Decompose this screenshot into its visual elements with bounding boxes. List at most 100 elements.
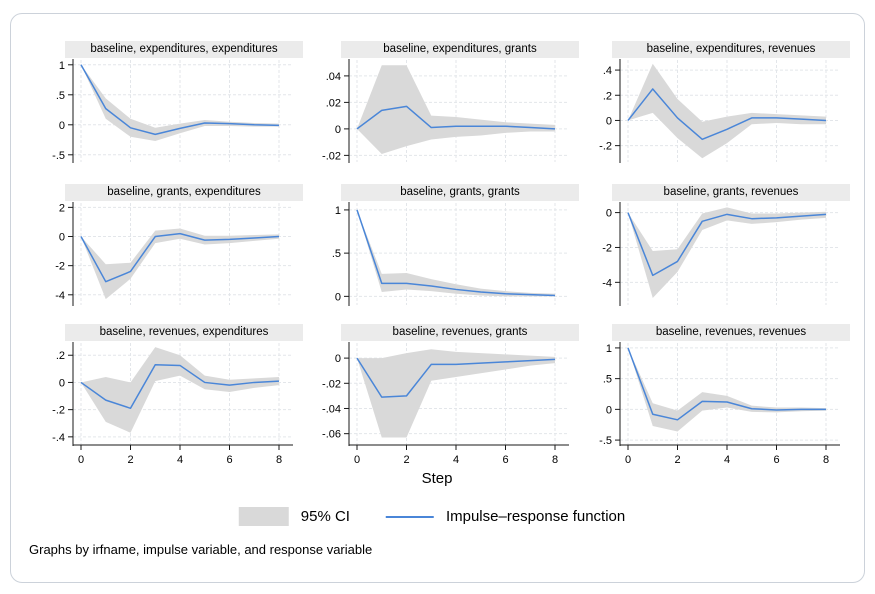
ci-band xyxy=(81,228,279,300)
irf-plot: 1.50 xyxy=(332,202,569,306)
y-tick-label: 0 xyxy=(335,124,341,136)
irf-line xyxy=(356,209,556,297)
y-tick-label: .2 xyxy=(603,90,612,102)
y-axis: 1 .5 0 -.5 xyxy=(599,342,621,447)
ci-legend-swatch xyxy=(238,507,289,526)
y-tick-label: .02 xyxy=(326,97,341,109)
y-axis: 1.50 xyxy=(332,202,350,306)
y-axis: .04 .02 0 -.02 xyxy=(322,59,350,163)
ci-band xyxy=(81,347,279,433)
y-tick-label: -.5 xyxy=(52,150,65,162)
y-axis: 0 -.02 -.04 -.06 xyxy=(322,342,350,446)
irf-line xyxy=(80,64,280,136)
x-axis: 0 2 4 6 8 xyxy=(349,444,569,466)
x-tick-label: 2 xyxy=(674,454,680,466)
panel-title: baseline, expenditures, expenditures xyxy=(65,41,303,58)
y-tick-label: 2 xyxy=(59,202,65,214)
y-tick-label: -.5 xyxy=(599,435,612,447)
x-tick-label: 4 xyxy=(724,454,730,466)
y-tick-label: .04 xyxy=(326,71,341,83)
y-tick-label: -.02 xyxy=(322,150,341,162)
y-axis: 2 0 -2 -4 xyxy=(55,202,74,306)
panel-title: baseline, revenues, expenditures xyxy=(65,324,303,341)
graph-frame: baseline, expenditures, expenditures 1.5… xyxy=(10,13,865,583)
y-tick-label: 0 xyxy=(59,377,65,389)
irf-plot: .04 .02 0 -.02 xyxy=(322,59,569,163)
x-tick-label: 4 xyxy=(177,454,183,466)
gridlines xyxy=(620,343,840,445)
y-tick-label: 0 xyxy=(335,353,341,365)
panel-baseline-expenditures-grants: baseline, expenditures, grants .04 .02 0 -.… xyxy=(307,41,579,164)
y-axis: 0 -2 -4 xyxy=(602,202,621,306)
ci-legend-label: 95% CI xyxy=(300,508,350,525)
irf-plot: 0 -.02 -.04 -.06 0 2 4 6 8 xyxy=(322,342,569,466)
irf-plot: .2 0 -.2 -.4 0 2 4 6 8 xyxy=(52,342,293,466)
irf-plot: 0 -2 -4 xyxy=(602,202,840,306)
x-tick-label: 6 xyxy=(226,454,232,466)
x-tick-label: 0 xyxy=(354,454,360,466)
y-tick-label: .2 xyxy=(56,350,65,362)
panel-baseline-grants-expenditures: baseline, grants, expenditures 2 0 -2 -4 xyxy=(31,184,303,307)
panel-baseline-expenditures-revenues: baseline, expenditures, revenues .4 .2 0 -.… xyxy=(578,41,850,164)
y-tick-label: 1 xyxy=(59,60,65,72)
x-tick-label: 0 xyxy=(78,454,84,466)
y-tick-label: -.2 xyxy=(599,141,612,153)
ci-band xyxy=(628,63,826,159)
y-axis: .2 0 -.2 -.4 xyxy=(52,342,74,446)
irf-plot: 1 .5 0 -.5 0 2 4 6 8 xyxy=(599,342,840,466)
y-tick-label: .5 xyxy=(56,90,65,102)
y-tick-label: 1 xyxy=(335,205,341,217)
panel-title: baseline, revenues, grants xyxy=(341,324,579,341)
x-tick-label: 4 xyxy=(453,454,459,466)
irf-line xyxy=(627,347,826,421)
y-tick-label: .5 xyxy=(332,248,341,260)
panel-baseline-revenues-grants: baseline, revenues, grants 0 -.02 -.04 -.06… xyxy=(307,324,579,473)
irf-line xyxy=(80,232,280,283)
y-tick-label: .4 xyxy=(603,65,612,77)
y-tick-label: -.2 xyxy=(52,405,65,417)
panel-title: baseline, grants, expenditures xyxy=(65,184,303,201)
y-axis: 1 .5 0 -.5 xyxy=(52,59,74,163)
x-tick-label: 2 xyxy=(127,454,133,466)
y-tick-label: 0 xyxy=(335,291,341,303)
x-tick-label: 8 xyxy=(823,454,829,466)
x-tick-label: 2 xyxy=(403,454,409,466)
x-axis: 0 2 4 6 8 xyxy=(73,444,293,466)
panel-title: baseline, expenditures, grants xyxy=(341,41,579,58)
y-tick-label: 0 xyxy=(606,115,612,127)
y-tick-label: -.06 xyxy=(322,429,341,441)
irf-plot: 2 0 -2 -4 xyxy=(55,202,293,306)
x-axis-title: Step xyxy=(421,470,453,487)
y-axis: .4 .2 0 -.2 xyxy=(599,59,621,163)
irf-line xyxy=(80,364,280,410)
ci-band xyxy=(357,65,555,155)
panel-baseline-revenues-expenditures: baseline, revenues, expenditures .2 0 -.2 -… xyxy=(31,324,303,473)
panel-baseline-expenditures-expenditures: baseline, expenditures, expenditures 1 .5… xyxy=(31,41,303,164)
y-tick-label: 1 xyxy=(606,343,612,355)
irf-line xyxy=(356,105,556,130)
ci-band xyxy=(357,349,555,438)
panel-baseline-grants-grants: baseline, grants, grants 1.5 0 xyxy=(307,184,579,307)
irf-line xyxy=(627,88,827,141)
panel-title: baseline, grants, revenues xyxy=(612,184,850,201)
y-tick-label: 0 xyxy=(59,232,65,244)
irf-line xyxy=(627,212,827,277)
y-tick-label: -.4 xyxy=(52,432,65,444)
irf-legend-line xyxy=(385,515,434,518)
y-tick-label: -2 xyxy=(55,261,65,273)
ci-band xyxy=(81,64,279,141)
x-tick-label: 8 xyxy=(276,454,282,466)
irf-plot: .4 .2 0 -.2 xyxy=(599,59,840,163)
y-tick-label: 0 xyxy=(606,404,612,416)
y-tick-label: 0 xyxy=(606,208,612,220)
y-tick-label: -2 xyxy=(602,242,612,254)
x-tick-label: 6 xyxy=(773,454,779,466)
panel-title: baseline, revenues, revenues xyxy=(612,324,850,341)
legend: 95% CI Impulse–response function xyxy=(238,507,625,526)
graphs-by-note: Graphs by irfname, impulse variable, and… xyxy=(29,542,373,557)
x-tick-label: 6 xyxy=(502,454,508,466)
y-tick-label: -.04 xyxy=(322,403,341,415)
panel-title: baseline, expenditures, revenues xyxy=(612,41,850,58)
panel-baseline-revenues-revenues: baseline, revenues, revenues 1 .5 0 -.5 0 2 4 6… xyxy=(578,324,850,473)
